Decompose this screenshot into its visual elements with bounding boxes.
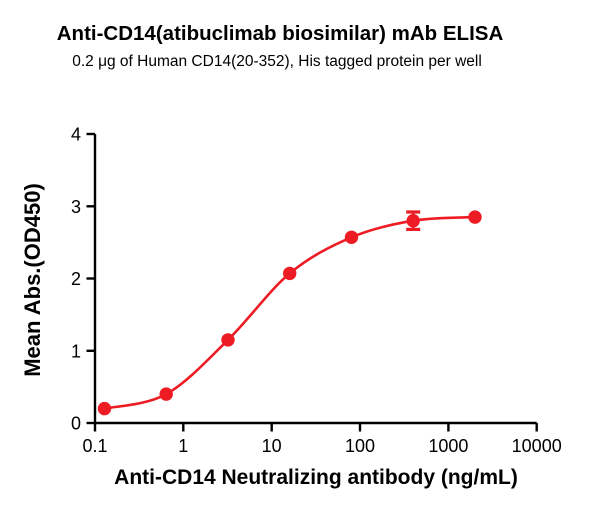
x-tick-label: 1000 <box>428 436 468 456</box>
data-point <box>406 214 420 228</box>
data-point <box>468 210 482 224</box>
x-tick-label: 10 <box>262 436 282 456</box>
x-tick-label: 1 <box>178 436 188 456</box>
series-group <box>97 210 482 416</box>
x-axis-label: Anti-CD14 Neutralizing antibody (ng/mL) <box>114 466 518 489</box>
data-point <box>283 266 297 281</box>
chart-subtitle: 0.2 μg of Human CD14(20-352), His tagged… <box>72 53 482 70</box>
y-tick-label: 1 <box>71 341 81 361</box>
x-tick-label: 10000 <box>512 436 562 456</box>
data-point <box>159 387 173 401</box>
axis-spines <box>93 134 537 425</box>
y-tick-label: 3 <box>71 197 81 217</box>
y-axis-label: Mean Abs.(OD450) <box>20 183 45 377</box>
chart-title: Anti-CD14(atibuclimab biosimilar) mAb EL… <box>57 22 504 45</box>
y-tick-label: 2 <box>71 269 81 289</box>
fit-curve <box>104 215 476 410</box>
y-tick-label: 0 <box>71 414 81 434</box>
data-point <box>221 333 235 347</box>
x-tick-label: 100 <box>345 436 375 456</box>
axes: 0 1 2 3 4 0.1 1 10 100 1000 10000 <box>71 125 562 457</box>
data-point <box>344 230 359 244</box>
data-point <box>97 401 112 416</box>
y-tick-label: 4 <box>71 125 81 145</box>
x-tick-label: 0.1 <box>82 436 107 456</box>
